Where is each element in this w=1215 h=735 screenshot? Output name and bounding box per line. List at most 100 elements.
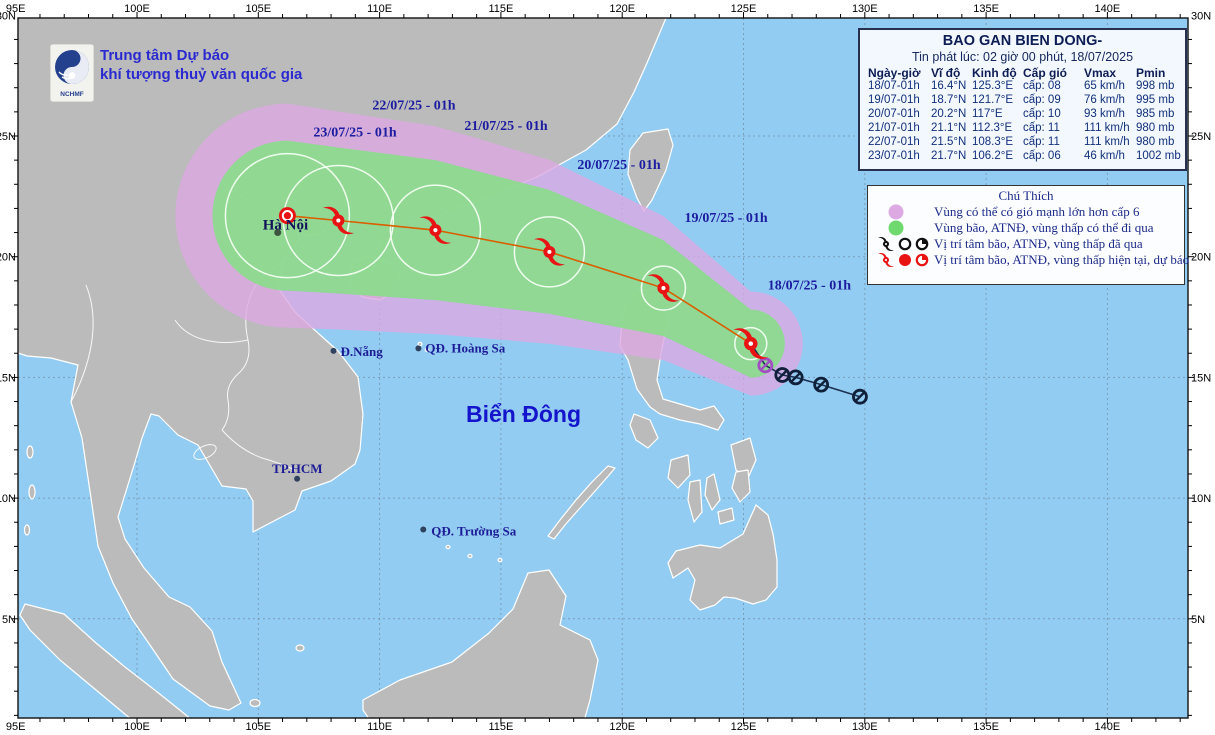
uncertainty-circle: [224, 152, 351, 279]
forecast-cell: 111 km/h: [1084, 136, 1130, 148]
col-kinh-do: Kinh độ: [972, 66, 1017, 80]
land-mindoro: [629, 413, 659, 449]
forecast-cell: 21.7°N: [931, 150, 967, 162]
svg-text:20N: 20N: [0, 252, 16, 264]
forecast-cell: 125.3°E: [972, 80, 1014, 92]
island-spratly1: [445, 544, 451, 550]
org-name-line2: khí tượng thuỷ văn quốc gia: [100, 66, 303, 83]
map-border: [17, 17, 1189, 719]
track-date-label: 19/07/25 - 01h: [684, 211, 767, 226]
svg-text:15N: 15N: [0, 372, 16, 384]
land-bohol: [717, 507, 735, 525]
green-area-icon: [876, 220, 932, 236]
forecast-cell: 46 km/h: [1084, 150, 1125, 162]
forecast-cell: 112.3°E: [972, 122, 1013, 134]
uncertainty-circle: [513, 216, 586, 288]
svg-text:110E: 110E: [367, 721, 392, 733]
place-marker: [330, 347, 337, 354]
forecast-cell: cấp: 11: [1023, 122, 1060, 134]
legend-label: Vùng có thể có gió mạnh lớn hơn cấp 6: [934, 204, 1140, 219]
legend-row-warning-area: Vùng có thể có gió mạnh lớn hơn cấp 6: [868, 204, 1184, 220]
red-storm-icons: [876, 252, 932, 268]
island-spratly2: [467, 553, 473, 559]
uncertainty-circle: [389, 184, 482, 276]
forecast-cell: 21.5°N: [931, 136, 967, 148]
sea-name-label: Biển Đông: [466, 401, 581, 427]
svg-text:10N: 10N: [1191, 493, 1211, 505]
svg-text:100E: 100E: [124, 721, 150, 733]
forecast-cell: 21.1°N: [931, 122, 967, 134]
forecast-track-line: [287, 214, 752, 345]
forecast-cell: 21/07-01h: [868, 122, 920, 134]
svg-text:115E: 115E: [488, 3, 513, 15]
forecast-cell: 23/07-01h: [868, 150, 920, 162]
svg-text:95E: 95E: [6, 721, 26, 733]
forecast-row: 19/07-01h 18.7°N 121.7°E cấp: 09 76 km/h 995 …: [860, 94, 1185, 108]
svg-text:15N: 15N: [1191, 372, 1211, 384]
place-marker: [420, 526, 427, 533]
island-natuna: [295, 644, 305, 652]
svg-text:105E: 105E: [245, 721, 271, 733]
place-label: QĐ. Hoàng Sa: [425, 340, 505, 355]
black-storm-icons: [876, 236, 932, 252]
svg-text:125E: 125E: [731, 3, 757, 15]
forecast-cell: 995 mb: [1136, 94, 1175, 106]
forecast-cell: 20.2°N: [931, 108, 967, 120]
bulletin-table: BAO GAN BIEN DONG- Tin phát lúc: 02 giờ …: [858, 28, 1187, 171]
legend-label: Vị trí tâm bão, ATNĐ, vùng thấp hiện tại…: [934, 252, 1190, 267]
forecast-cell: 1002 mb: [1136, 150, 1181, 162]
land-cebu: [704, 473, 721, 511]
forecast-cell: 121.7°E: [972, 94, 1014, 106]
uncertainty-circle: [734, 326, 768, 361]
svg-text:100E: 100E: [124, 3, 150, 15]
forecast-cell: cấp: 10: [1023, 108, 1061, 120]
forecast-cell: 76 km/h: [1084, 94, 1125, 106]
legend-row-current-forecast-position: Vị trí tâm bão, ATNĐ, vùng thấp hiện tại…: [868, 252, 1189, 268]
svg-text:140E: 140E: [1095, 721, 1121, 733]
forecast-cell: 117°E: [972, 108, 1003, 120]
track-date-label: 18/07/25 - 01h: [768, 279, 851, 294]
land-taiwan: [627, 128, 674, 212]
svg-text:110E: 110E: [367, 3, 392, 15]
legend-row-past-position: Vị trí tâm bão, ATNĐ, vùng thấp đã qua: [868, 236, 1184, 252]
svg-text:20N: 20N: [1191, 252, 1211, 264]
bulletin-header-row: Ngày-giờ Vĩ độ Kinh độ Cấp gió Vmax Pmin: [860, 66, 1185, 80]
svg-text:140E: 140E: [1095, 3, 1121, 15]
island-paracel2: [424, 347, 430, 353]
forecast-row: 20/07-01h 20.2°N 117°E cấp: 10 93 km/h 985 mb: [860, 108, 1185, 122]
col-ngay-gio: Ngày-giờ: [868, 66, 921, 80]
forecast-cell: 980 mb: [1136, 136, 1175, 148]
col-pmin: Pmin: [1136, 66, 1166, 80]
forecast-row: 18/07-01h 16.4°N 125.3°E cấp: 08 65 km/h 998 …: [860, 80, 1185, 94]
place-marker: [415, 345, 422, 352]
col-cap-gio: Cấp gió: [1023, 66, 1067, 80]
past-position-marker: [813, 376, 830, 393]
forecast-row: 23/07-01h 21.7°N 106.2°E cấp: 06 46 km/h 1002…: [860, 150, 1185, 164]
island-spratly3: [497, 557, 503, 563]
forecast-cell: cấp: 06: [1023, 150, 1061, 162]
bulletin-rows: 18/07-01h 16.4°N 125.3°E cấp: 08 65 km/h 998 …: [860, 80, 1185, 164]
svg-text:25N: 25N: [1191, 131, 1211, 143]
forecast-cell: 93 km/h: [1084, 108, 1125, 120]
forecast-cell: 16.4°N: [931, 80, 967, 92]
purple-area-icon: [876, 204, 932, 220]
possible-path-swath: [212, 140, 785, 378]
island-paracel: [417, 341, 423, 347]
nchmf-logo-icon: NCHMF: [49, 43, 95, 103]
svg-text:120E: 120E: [609, 3, 635, 15]
legend-label: Vùng bão, ATNĐ, vùng thấp có thể đi qua: [934, 220, 1154, 235]
forecast-cell: 998 mb: [1136, 80, 1175, 92]
island-andaman3: [23, 524, 31, 536]
forecast-cell: cấp: 08: [1023, 80, 1061, 92]
forecast-cell: cấp: 11: [1023, 136, 1060, 148]
forecast-cell: 65 km/h: [1084, 80, 1125, 92]
island-andaman1: [26, 445, 34, 459]
svg-text:135E: 135E: [973, 721, 999, 733]
forecast-cell: 22/07-01h: [868, 136, 920, 148]
forecast-cell: 985 mb: [1136, 108, 1175, 120]
past-position-marker: [852, 388, 868, 405]
legend-title: Chú Thích: [998, 188, 1054, 203]
nchmf-logo: NCHMF: [49, 43, 95, 103]
svg-text:25N: 25N: [0, 131, 16, 143]
